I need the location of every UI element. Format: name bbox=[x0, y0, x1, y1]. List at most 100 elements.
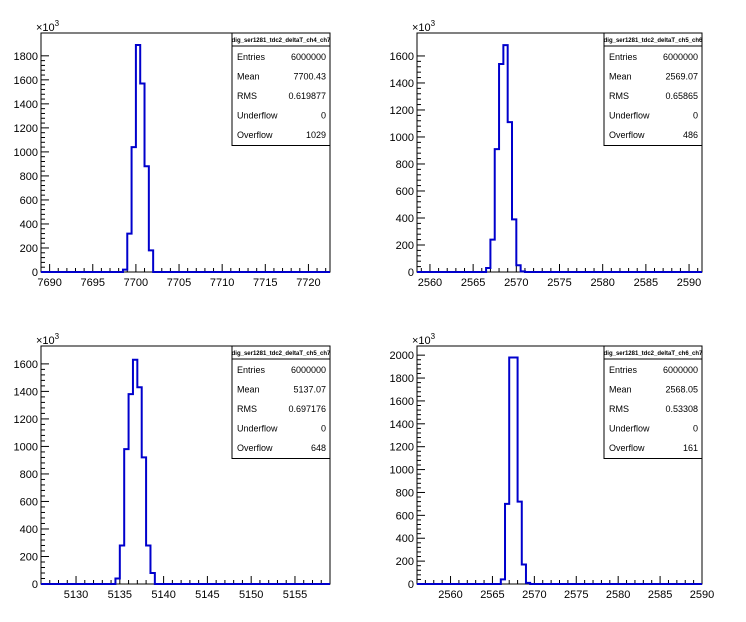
y-tick-label: 1200 bbox=[390, 442, 414, 454]
x-tick-label: 5135 bbox=[108, 589, 132, 601]
stats-value: 6000000 bbox=[291, 52, 326, 62]
y-tick-label: 1800 bbox=[14, 51, 38, 63]
x-tick-label: 5145 bbox=[195, 589, 219, 601]
y-exponent-value: 3 bbox=[55, 332, 60, 341]
stats-label: RMS bbox=[609, 91, 629, 101]
x-tick-label: 2560 bbox=[418, 277, 442, 289]
x-tick-label: 2580 bbox=[590, 277, 614, 289]
y-tick-label: 200 bbox=[396, 556, 414, 568]
y-tick-label: 600 bbox=[396, 510, 414, 522]
x-tick-label: 7720 bbox=[296, 277, 320, 289]
stats-value: 0.619877 bbox=[288, 91, 326, 101]
y-tick-label: 800 bbox=[20, 171, 38, 183]
y-tick-label: 1200 bbox=[14, 123, 38, 135]
x-tick-label: 2590 bbox=[677, 277, 701, 289]
y-tick-label: 1600 bbox=[390, 51, 414, 63]
stats-value: 6000000 bbox=[291, 365, 326, 375]
x-tick-label: 2565 bbox=[480, 589, 504, 601]
y-tick-label: 1400 bbox=[14, 99, 38, 111]
stats-histogram-name: dig_ser1281_tdc2_deltaT_ch6_ch7 bbox=[604, 351, 703, 357]
histogram-bins bbox=[486, 45, 525, 272]
stats-value: 0.53308 bbox=[665, 404, 698, 414]
y-exponent-label: ×103 bbox=[36, 19, 60, 34]
stats-value: 6000000 bbox=[663, 365, 698, 375]
histogram-panel-4: 0 200 400 600 800 1000 1200 1400 1600 1800 2000 ×10… bbox=[390, 332, 715, 601]
y-tick-label: 800 bbox=[396, 487, 414, 499]
y-tick-label: 1600 bbox=[390, 396, 414, 408]
stats-box-frame bbox=[603, 32, 703, 146]
x-tick-label: 2575 bbox=[564, 589, 588, 601]
y-tick-label: 400 bbox=[396, 533, 414, 545]
stats-label: RMS bbox=[237, 404, 257, 414]
y-exponent-value: 3 bbox=[431, 332, 436, 341]
y-tick-label: 200 bbox=[20, 551, 38, 563]
stats-value: 0 bbox=[321, 111, 326, 121]
y-tick-label: 400 bbox=[20, 524, 38, 536]
y-tick-label: 1000 bbox=[14, 441, 38, 453]
x-tick-label: 2585 bbox=[634, 277, 658, 289]
x-tick-label: 2585 bbox=[648, 589, 672, 601]
stats-value: 2568.05 bbox=[665, 385, 698, 395]
stats-label: Underflow bbox=[609, 424, 650, 434]
y-tick-label: 1000 bbox=[14, 147, 38, 159]
y-tick-label: 0 bbox=[32, 267, 38, 279]
stats-label: Entries bbox=[237, 52, 266, 62]
x-axis: 2560 2565 2570 2575 2580 2585 2590 bbox=[416, 576, 714, 601]
stats-box: dig_ser1281_tdc2_deltaT_ch4_ch7 Entries 60… bbox=[231, 32, 331, 146]
stats-box-frame bbox=[231, 345, 331, 459]
stats-box: dig_ser1281_tdc2_deltaT_ch5_ch7 Entries 60… bbox=[231, 345, 331, 459]
stats-label: RMS bbox=[609, 404, 629, 414]
x-tick-label: 5130 bbox=[64, 589, 88, 601]
stats-label: Mean bbox=[609, 385, 632, 395]
y-tick-label: 1600 bbox=[14, 359, 38, 371]
stats-box-frame bbox=[603, 345, 703, 459]
x-tick-label: 5140 bbox=[151, 589, 175, 601]
stats-box: dig_ser1281_tdc2_deltaT_ch5_ch6 Entries 60… bbox=[603, 32, 703, 146]
x-tick-label: 2575 bbox=[547, 277, 571, 289]
y-tick-label: 0 bbox=[32, 579, 38, 591]
y-exponent-label: ×103 bbox=[36, 332, 60, 347]
stats-label: Entries bbox=[609, 365, 638, 375]
y-tick-label: 1200 bbox=[14, 414, 38, 426]
y-tick-label: 0 bbox=[408, 267, 414, 279]
y-exponent-label: ×103 bbox=[412, 332, 436, 347]
stats-label: Underflow bbox=[237, 111, 278, 121]
y-axis: 0 200 400 600 800 1000 1200 1400 1600 1800 2000 bbox=[390, 350, 425, 591]
y-axis: 0 200 400 600 800 1000 1200 1400 1600 1800 bbox=[14, 51, 49, 279]
x-tick-label: 5155 bbox=[283, 589, 307, 601]
stats-value: 0.65865 bbox=[665, 91, 698, 101]
stats-value: 5137.07 bbox=[293, 385, 326, 395]
stats-value: 0 bbox=[693, 424, 698, 434]
stats-label: Mean bbox=[609, 72, 632, 82]
x-tick-label: 2565 bbox=[461, 277, 485, 289]
y-tick-label: 1800 bbox=[390, 373, 414, 385]
y-tick-label: 1600 bbox=[14, 75, 38, 87]
stats-histogram-name: dig_ser1281_tdc2_deltaT_ch5_ch7 bbox=[232, 351, 331, 357]
y-tick-label: 200 bbox=[396, 240, 414, 252]
stats-box: dig_ser1281_tdc2_deltaT_ch6_ch7 Entries 60… bbox=[603, 345, 703, 459]
histogram-outline bbox=[417, 44, 702, 273]
y-tick-label: 1200 bbox=[390, 105, 414, 117]
stats-histogram-name: dig_ser1281_tdc2_deltaT_ch5_ch6 bbox=[604, 38, 703, 44]
stats-value: 1029 bbox=[306, 130, 326, 140]
stats-label: Mean bbox=[237, 385, 260, 395]
stats-box-frame bbox=[231, 32, 331, 146]
y-exponent-value: 3 bbox=[55, 19, 60, 28]
y-tick-label: 1400 bbox=[390, 419, 414, 431]
x-tick-label: 2590 bbox=[690, 589, 714, 601]
y-tick-label: 0 bbox=[408, 579, 414, 591]
x-tick-label: 2560 bbox=[438, 589, 462, 601]
stats-value: 0.697176 bbox=[288, 404, 326, 414]
x-axis: 7690 7695 7700 7705 7710 7715 7720 bbox=[37, 264, 327, 289]
stats-value: 6000000 bbox=[663, 52, 698, 62]
x-tick-label: 7700 bbox=[124, 277, 148, 289]
stats-label: Mean bbox=[237, 72, 260, 82]
x-tick-label: 2580 bbox=[606, 589, 630, 601]
stats-label: Overflow bbox=[609, 130, 645, 140]
y-tick-label: 400 bbox=[20, 219, 38, 231]
stats-value: 0 bbox=[321, 424, 326, 434]
y-axis: 0 200 400 600 800 1000 1200 1400 1600 bbox=[14, 359, 49, 591]
